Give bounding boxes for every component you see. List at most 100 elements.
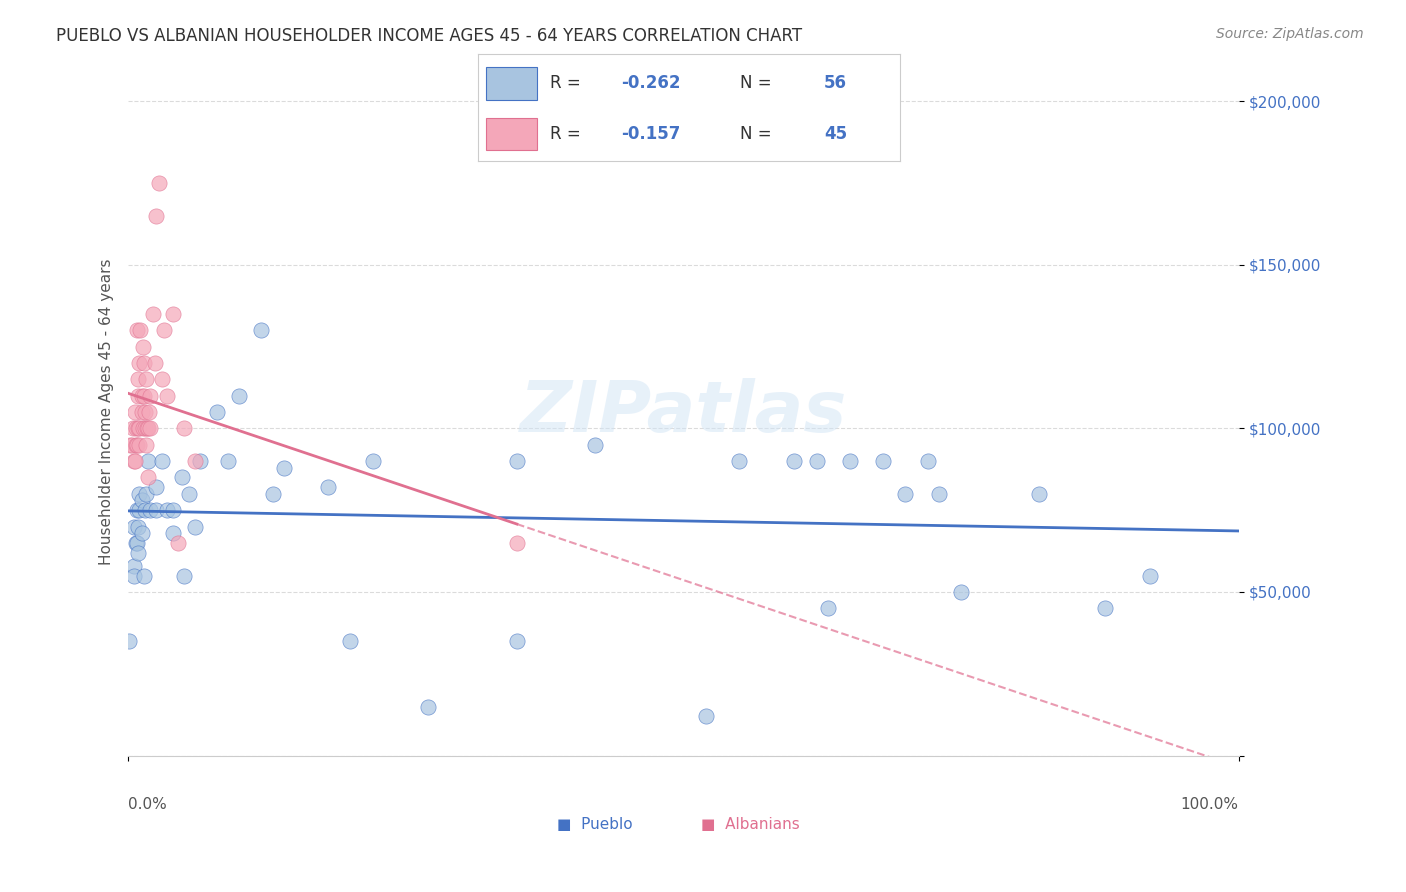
Point <box>148 176 170 190</box>
Point <box>339 634 361 648</box>
Point <box>205 405 228 419</box>
Point <box>162 503 184 517</box>
Point <box>122 568 145 582</box>
Point <box>129 323 152 337</box>
Point <box>184 519 207 533</box>
Point <box>127 389 149 403</box>
Point <box>806 454 828 468</box>
Point <box>156 503 179 517</box>
Point <box>127 536 149 550</box>
Point <box>1094 601 1116 615</box>
Point <box>120 438 142 452</box>
Point <box>695 709 717 723</box>
Point <box>361 454 384 468</box>
Point <box>894 487 917 501</box>
Point <box>132 389 155 403</box>
Point <box>128 438 150 452</box>
Text: ZIPatlas: ZIPatlas <box>520 377 846 447</box>
Point <box>162 307 184 321</box>
Point <box>125 536 148 550</box>
Point <box>179 487 201 501</box>
Y-axis label: Householder Income Ages 45 - 64 years: Householder Income Ages 45 - 64 years <box>100 259 114 566</box>
Text: -0.262: -0.262 <box>621 75 681 93</box>
Point <box>124 405 146 419</box>
Point <box>131 493 153 508</box>
Text: 56: 56 <box>824 75 846 93</box>
Point <box>134 405 156 419</box>
Point <box>132 356 155 370</box>
Point <box>167 536 190 550</box>
Point <box>131 421 153 435</box>
Point <box>134 421 156 435</box>
Point <box>134 503 156 517</box>
Point <box>1028 487 1050 501</box>
Text: ■  Albanians: ■ Albanians <box>700 817 800 832</box>
Point <box>228 389 250 403</box>
Point <box>127 372 149 386</box>
Point <box>316 480 339 494</box>
Point <box>143 356 166 370</box>
Text: N =: N = <box>740 75 776 93</box>
Point <box>128 356 150 370</box>
Point <box>145 503 167 517</box>
Point <box>127 421 149 435</box>
Point <box>150 454 173 468</box>
Point <box>127 503 149 517</box>
Point <box>139 503 162 517</box>
Point <box>150 372 173 386</box>
Point <box>156 389 179 403</box>
Point <box>125 438 148 452</box>
Point <box>950 585 973 599</box>
Point <box>142 307 165 321</box>
Point <box>121 438 143 452</box>
FancyBboxPatch shape <box>486 118 537 150</box>
Point <box>273 460 295 475</box>
Point <box>127 519 149 533</box>
Point <box>139 421 162 435</box>
Point <box>506 536 529 550</box>
Point <box>416 699 439 714</box>
Point <box>139 389 162 403</box>
Point <box>128 503 150 517</box>
Text: -0.157: -0.157 <box>621 125 681 143</box>
Point <box>124 454 146 468</box>
Text: 45: 45 <box>824 125 846 143</box>
Text: 0.0%: 0.0% <box>128 797 167 812</box>
Text: ■  Pueblo: ■ Pueblo <box>557 817 633 832</box>
Point <box>131 405 153 419</box>
Point <box>122 558 145 573</box>
Point <box>145 209 167 223</box>
Point <box>132 568 155 582</box>
Point <box>184 454 207 468</box>
Point <box>728 454 751 468</box>
Point <box>125 421 148 435</box>
Point <box>839 454 862 468</box>
Point <box>136 470 159 484</box>
Point <box>190 454 212 468</box>
Point <box>128 421 150 435</box>
Point <box>136 421 159 435</box>
Point <box>131 340 153 354</box>
Point <box>122 519 145 533</box>
Point <box>250 323 273 337</box>
Point <box>170 470 193 484</box>
Point <box>118 634 141 648</box>
Point <box>136 454 159 468</box>
Point <box>928 487 950 501</box>
Point <box>583 438 606 452</box>
Point <box>138 405 160 419</box>
Point <box>262 487 284 501</box>
Point <box>136 421 159 435</box>
Point <box>131 389 153 403</box>
FancyBboxPatch shape <box>486 68 537 100</box>
Point <box>783 454 806 468</box>
Point <box>506 454 529 468</box>
Point <box>135 438 157 452</box>
Point <box>145 480 167 494</box>
Point <box>127 546 149 560</box>
Point <box>217 454 239 468</box>
Point <box>173 568 195 582</box>
Point <box>162 526 184 541</box>
Point <box>121 421 143 435</box>
Point <box>152 323 174 337</box>
